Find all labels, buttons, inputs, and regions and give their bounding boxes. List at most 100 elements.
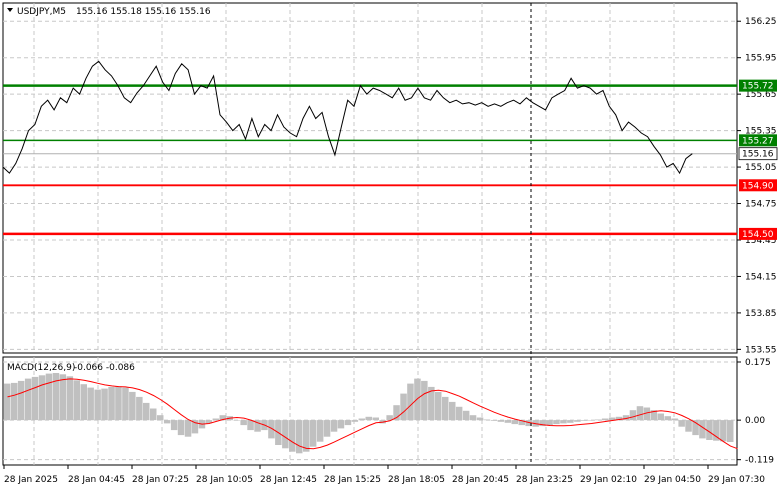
macd-bar [567,420,574,423]
macd-bar [233,420,240,421]
macd-bar [212,418,220,421]
symbol-dropdown-icon[interactable] [7,8,13,12]
y-tick-label: 154.75 [745,200,777,210]
macd-bar [449,401,456,421]
macd-bar [442,396,449,421]
macd-y-tick-label: 0.00 [745,416,765,426]
macd-bar [87,387,94,421]
x-tick-label: 28 Jan 04:45 [68,475,125,485]
x-tick-label: 28 Jan 23:25 [516,475,573,485]
macd-bar [11,382,18,421]
macd-y-tick-label: 0.175 [745,358,771,368]
macd-bar [289,420,296,452]
price-line [2,60,693,175]
macd-bar [309,420,317,447]
macd-bar [372,417,379,421]
macd-bar [518,420,525,426]
level-badge-154.50 [739,227,777,240]
macd-signal-line [7,378,738,450]
x-tick-label: 29 Jan 02:10 [580,475,637,485]
macd-bar [469,415,477,421]
macd-values: -0.066 -0.086 [74,363,135,373]
macd-bar [671,418,678,421]
macd-bar [247,420,254,431]
macd-bar [17,380,25,421]
y-tick-label: 154.45 [745,236,777,246]
y-tick-label: 153.85 [745,309,777,319]
x-tick-label: 28 Jan 20:45 [452,475,509,485]
y-tick-label: 155.65 [745,90,777,100]
level-badge-155.27 [739,134,777,147]
x-tick-label: 28 Jan 15:25 [324,475,381,485]
macd-bar [664,416,671,421]
macd-bar [157,415,164,421]
macd-bar [497,420,505,422]
macd-bar [150,408,157,421]
y-tick-label: 155.95 [745,54,777,64]
macd-bar [657,413,664,421]
x-tick-label: 28 Jan 10:05 [196,475,253,485]
macd-bar [553,420,560,425]
macd-bar [636,406,644,421]
macd-bar [191,420,199,434]
price-panel[interactable] [2,2,738,354]
macd-bar [115,386,122,421]
macd-bar [462,410,470,421]
macd-bar [316,420,324,442]
macd-bar [713,420,720,441]
macd-bar [455,406,463,421]
level-badge-154.90 [739,179,777,192]
macd-bar [303,420,310,452]
x-tick-label: 28 Jan 07:25 [132,475,189,485]
macd-bar [581,420,588,421]
macd-bar [560,420,567,424]
y-tick-label: 153.55 [745,345,777,355]
macd-bar [685,420,692,432]
macd-bar [282,420,289,449]
macd-bar [608,417,616,421]
current-price-label: 155.16 [742,150,774,160]
macd-bar [358,418,366,421]
y-tick-label: 154.15 [745,272,777,282]
macd-bar [525,420,532,427]
price-axis: 156.25 155.95 155.65 155.35 155.05 154.75 154.… [737,17,777,355]
current-price-badge [738,147,778,161]
level-badge-label: 155.72 [742,82,774,92]
macd-bar [73,380,80,421]
macd-bar [4,383,11,421]
macd-bar [601,418,609,421]
macd-bar [31,376,39,421]
macd-bar [678,420,685,427]
macd-bar [539,420,546,427]
level-badge-label: 154.90 [742,181,774,191]
macd-bar [45,373,53,421]
macd-bar [435,391,442,421]
macd-axis: 0.175 0.00 -0.119 [737,358,774,466]
macd-bar [476,417,484,421]
macd-bar [650,410,658,421]
macd-bar [170,420,178,431]
macd-bar [706,420,713,440]
level-badge-label: 154.50 [742,230,774,240]
x-tick-label: 28 Jan 2025 [4,475,58,485]
macd-label: MACD(12,26,9) [7,363,75,373]
macd-bar [421,380,428,421]
macd-bar [163,420,171,424]
macd-bar [323,420,331,437]
macd-bar [490,420,498,421]
macd-bar [622,415,630,421]
macd-bar [59,374,67,421]
macd-bar [351,420,359,422]
macd-bar [52,373,60,421]
macd-bar [184,420,192,437]
level-badge-label: 155.27 [742,136,774,146]
macd-bar [205,420,213,424]
macd-bar [595,419,602,421]
macd-bar [428,386,435,421]
macd-bar [546,420,553,426]
macd-bar [122,387,129,421]
macd-bar [80,384,87,421]
macd-bar [66,376,74,421]
macd-bar [574,420,581,422]
